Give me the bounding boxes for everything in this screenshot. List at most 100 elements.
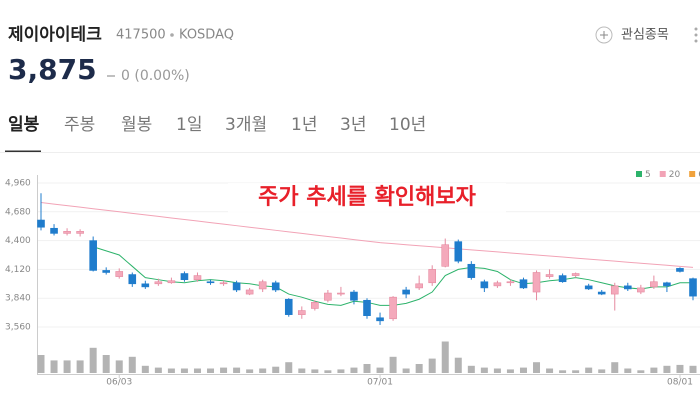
volume-bar (115, 360, 123, 373)
volume-bar (650, 367, 658, 373)
x-tick-label: 06/03 (106, 378, 132, 388)
volume-bar (233, 367, 241, 373)
candle-body (584, 285, 593, 290)
volume-bar (559, 370, 567, 373)
candle-body (663, 282, 671, 287)
volume-bar (141, 365, 149, 373)
volume-bar (689, 365, 697, 373)
volume-bar (415, 364, 423, 373)
volume-bar (480, 367, 488, 373)
candle-body (245, 289, 254, 295)
separator-dot (170, 33, 174, 37)
volume-bar (441, 341, 449, 373)
tab[interactable]: 3개월 (225, 115, 267, 135)
candle-body (115, 271, 124, 277)
y-tick-label: 4,680 (5, 207, 31, 217)
volume-bar (454, 357, 462, 373)
tab[interactable]: 일봉 (8, 115, 40, 135)
stock-code: 417500 (116, 28, 166, 43)
candle-body (650, 281, 658, 288)
candle-body (193, 275, 202, 280)
volume-bar (467, 365, 475, 373)
candle-body (402, 289, 410, 295)
x-tick-label: 07/01 (367, 378, 393, 388)
candle-body (493, 282, 502, 287)
candle-body (337, 292, 345, 295)
volume-bar (76, 360, 84, 373)
candle-body (676, 268, 684, 272)
volume-bar (272, 366, 280, 373)
volume-bar (207, 368, 215, 373)
volume-bar (220, 367, 228, 373)
candle-body (50, 227, 58, 234)
plus-circle (595, 26, 613, 44)
tab[interactable]: 월봉 (121, 115, 152, 135)
volume-bar (128, 356, 136, 373)
candle-body (467, 263, 476, 278)
volume-bar (193, 368, 201, 373)
volume-bar (624, 368, 632, 373)
volume-bar (89, 347, 97, 373)
menu-dots[interactable] (694, 27, 698, 43)
candle-body (376, 317, 384, 322)
candle-body (258, 281, 267, 290)
volume-bar (376, 367, 384, 373)
volume-bar (50, 360, 58, 373)
volume-bar (598, 369, 606, 373)
volume-bar (324, 370, 332, 373)
legend-swatch (636, 171, 642, 177)
legend-swatch (689, 171, 696, 177)
change: 0 (0.00%) (121, 68, 190, 84)
candle-body (154, 281, 163, 285)
x-tick-label: 08/01 (667, 378, 693, 388)
volume-bar (506, 369, 514, 373)
candle-body (389, 296, 397, 320)
y-tick-label: 4,120 (5, 265, 31, 275)
candle-body (637, 287, 645, 293)
ma-line (40, 202, 694, 268)
price: 3,875 (8, 53, 97, 86)
tab[interactable]: 10년 (389, 115, 426, 135)
volume-bar (493, 368, 501, 373)
watch-button[interactable]: 관심종목 (595, 26, 669, 44)
volume-bar (102, 355, 110, 373)
tab[interactable]: 주봉 (64, 115, 95, 135)
tab[interactable]: 3년 (340, 115, 366, 135)
candle-body (689, 278, 697, 297)
overlay-text: 주가 추세를 확인해보자 (258, 185, 476, 210)
candle-body (441, 244, 450, 267)
legend-label: 60 (698, 170, 700, 180)
tab[interactable]: 1년 (291, 115, 317, 135)
candle-body (76, 231, 84, 234)
candle-body (571, 273, 580, 276)
plot: 4,960 4,680 4,400 4,120 3,840 3,560 06/03 07/01… (5, 170, 700, 388)
candle-body (297, 310, 306, 315)
candle-body (271, 282, 280, 291)
volume-bar (546, 368, 554, 373)
candle-body (311, 302, 319, 309)
volume-bar (63, 360, 71, 373)
overlay-bg (228, 183, 506, 213)
volume-bar (611, 362, 619, 373)
candle-body (89, 240, 97, 271)
candle-body (428, 269, 437, 284)
candle-body (284, 298, 293, 315)
tab[interactable]: 1일 (176, 115, 202, 135)
candle-body (597, 291, 606, 295)
y-tick-label: 4,960 (5, 179, 31, 189)
candle-body (350, 291, 358, 301)
candle-body (102, 270, 110, 273)
volume-bar (585, 367, 593, 373)
candle-body (219, 282, 228, 285)
volume-bar (259, 368, 267, 373)
candle-body (63, 231, 71, 234)
volume-bar (676, 364, 684, 373)
volume-bar (533, 362, 541, 373)
volume-bar (402, 368, 410, 373)
legend-label: 5 (645, 170, 651, 180)
candle-body (610, 285, 619, 295)
candle-body (324, 292, 332, 301)
y-tick-label: 3,560 (5, 323, 31, 333)
volume-bar (389, 356, 397, 373)
volume-bar (246, 369, 254, 373)
